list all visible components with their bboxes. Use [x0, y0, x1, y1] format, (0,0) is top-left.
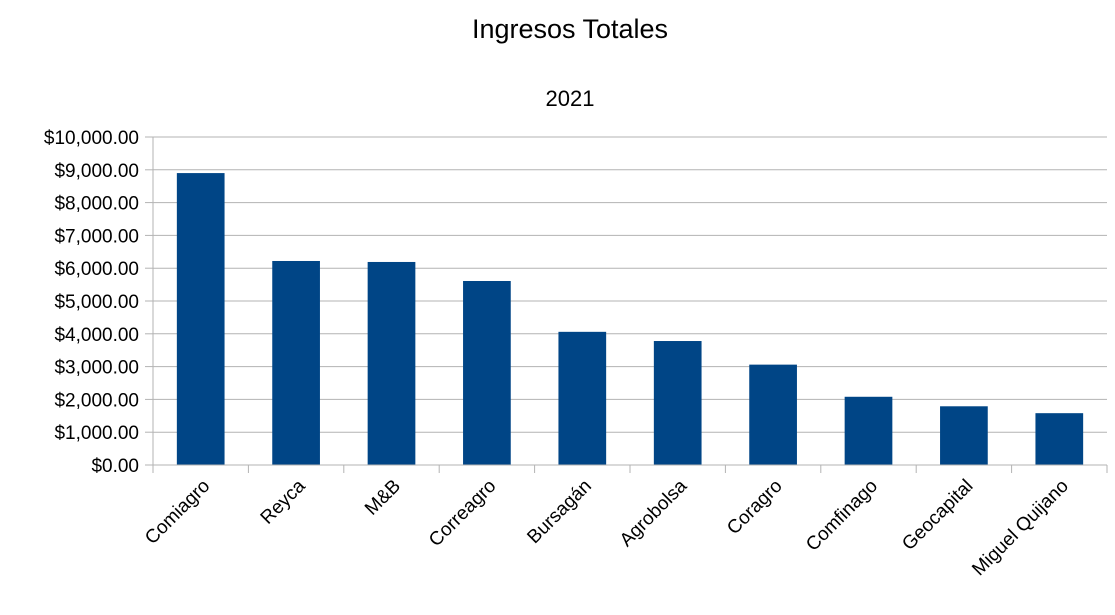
x-tick-label: Comfinago — [802, 476, 882, 556]
bar — [653, 341, 702, 465]
y-tick-label: $5,000.00 — [54, 292, 139, 313]
bar — [940, 406, 988, 465]
y-axis: $0.00 $1,000.00 $2,000.00 $3,000.00 $4,000.0… — [44, 128, 154, 477]
bar — [749, 364, 797, 465]
y-tick-label: $1,000.00 — [54, 423, 139, 444]
x-tick-label: Agrobolsa — [616, 475, 692, 551]
y-tick-label: $9,000.00 — [54, 161, 139, 182]
y-tick-label: $2,000.00 — [54, 390, 139, 411]
y-tick-label: $6,000.00 — [54, 259, 139, 280]
bars — [176, 173, 1084, 465]
bar — [558, 331, 607, 465]
y-tick-label: $3,000.00 — [54, 358, 139, 379]
bar — [272, 260, 320, 465]
x-tick-label: Reyca — [257, 475, 310, 528]
y-tick-label: $4,000.00 — [54, 325, 139, 346]
x-tick-label: Coragro — [723, 476, 786, 539]
y-tick-label: $10,000.00 — [44, 128, 139, 149]
x-tick-label: M&B — [361, 476, 405, 520]
bar — [463, 280, 511, 465]
x-tick-label: Geocapital — [898, 476, 977, 555]
x-tick-label: Correagro — [425, 476, 500, 551]
x-tick-label: Comiagro — [141, 476, 214, 549]
chart-title: Ingresos Totales — [471, 14, 669, 44]
bar — [367, 261, 416, 465]
x-tick-label: Bursagán — [523, 476, 595, 548]
x-tick-label: Miguel Quijano — [968, 476, 1072, 580]
y-tick-label: $7,000.00 — [54, 226, 139, 247]
y-tick-label: $8,000.00 — [54, 194, 139, 215]
bar — [1035, 413, 1084, 465]
bar — [176, 173, 225, 465]
x-axis: Comiagro Reyca M&B Correagro Bursagán Agrobol… — [141, 464, 1108, 580]
y-tick-label: $0.00 — [91, 456, 139, 477]
bar — [844, 396, 893, 465]
chart-subtitle: 2021 — [545, 86, 595, 111]
